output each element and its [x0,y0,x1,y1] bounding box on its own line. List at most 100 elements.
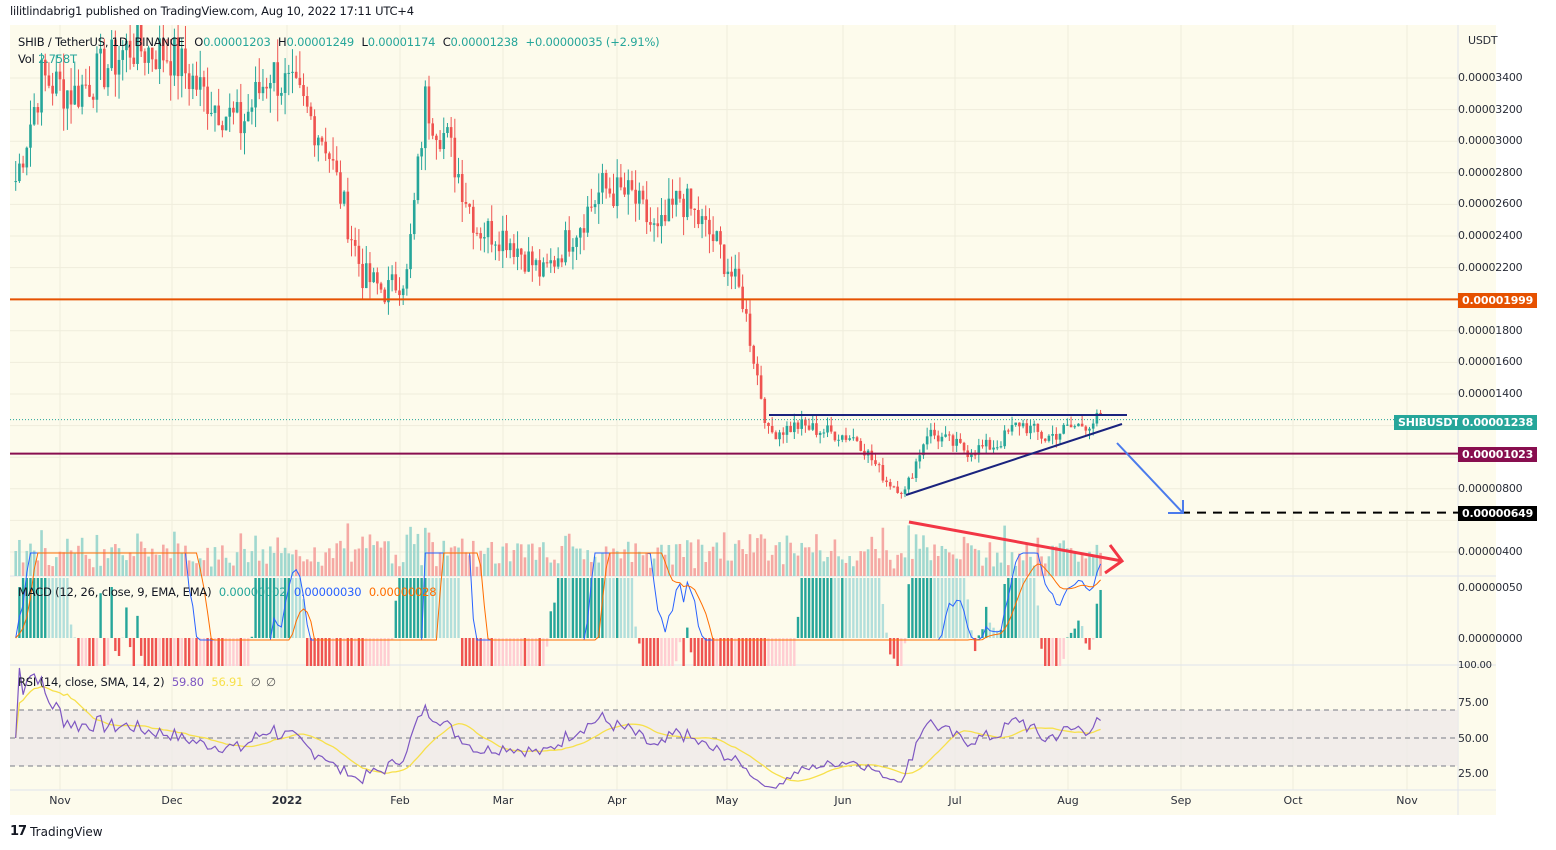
macd-histogram-bar [826,578,829,638]
volume-bar [848,556,851,576]
volume-bar [383,541,387,576]
volume-bar [232,565,235,576]
macd-histogram-bar [649,638,652,666]
volume-bar [1043,563,1047,576]
volume-bar [387,541,390,576]
candle-body [368,263,372,283]
volume-bar [615,551,619,576]
volume-bar [505,543,508,576]
macd-histogram-bar [44,578,47,638]
volume-bar [36,560,40,576]
candle-body [848,438,851,440]
candle-body [14,181,18,183]
volume-bar [475,566,479,576]
macd-histogram-bar [852,578,855,638]
volume-bar [578,548,582,576]
candle-body [1014,422,1018,425]
volume-bar [235,552,239,576]
macd-histogram-bar [734,638,737,666]
macd-histogram-bar [475,638,479,666]
candle-body [560,258,564,263]
candle-body [250,107,254,112]
macd-histogram-bar [99,593,102,638]
chart-canvas[interactable] [10,25,1496,815]
macd-histogram-bar [1077,620,1080,638]
volume-bar [649,567,652,576]
volume-bar [136,533,139,576]
macd-histogram-bar [95,638,99,666]
candle-body [1021,423,1025,427]
candle-body [435,135,438,141]
volume-bar [449,547,453,576]
candle-body [232,107,235,113]
macd-histogram-bar [394,600,397,638]
candle-body [438,140,442,150]
volume-bar [756,538,759,576]
candle-body [55,71,58,94]
volume-bar [722,532,726,576]
candle-body [379,283,383,290]
macd-histogram-bar [202,638,206,666]
volume-bar [674,544,678,576]
volume-bar [187,560,191,576]
candle-body [877,464,881,466]
candle-body [372,272,375,283]
candle-body [1010,424,1014,432]
macd-histogram-bar [21,578,25,638]
chart-frame[interactable]: SHIB / TetherUS, 1D, BINANCE O0.00001203… [10,25,1496,815]
candle-body [759,375,763,399]
macd-histogram-bar [468,638,471,666]
macd-histogram-bar [453,578,457,638]
candle-body [726,271,730,275]
blue-down-arrow [1116,442,1184,514]
candle-body [545,262,549,264]
macd-histogram-bar [951,578,955,638]
volume-bar [313,547,316,576]
macd-histogram-bar [966,599,969,638]
volume-bar [593,556,597,576]
volume-bar [523,557,527,576]
candle-body [84,84,88,86]
macd-histogram-bar [948,578,951,638]
volume-bar [888,559,892,576]
macd-histogram-bar [69,624,73,638]
candle-body [58,71,62,80]
volume-bar [933,544,936,576]
candle-body [852,437,855,439]
candle-body [682,198,685,218]
volume-bar [320,565,324,576]
macd-histogram-bar [346,638,350,666]
candle-body [416,156,420,201]
candle-body [51,85,54,94]
macd-histogram-bar [387,638,390,666]
change-value: +0.00000035 (+2.91%) [525,35,660,49]
volume-bar [793,553,796,576]
candle-body [464,202,468,204]
macd-histogram-bar [438,578,442,638]
candle-body [1091,423,1095,429]
volume-bar [936,555,940,576]
candle-body [730,271,733,277]
volume-bar [486,547,490,576]
volume-bar [483,553,486,576]
candle-body [652,223,656,225]
candle-body [885,480,888,483]
macd-histogram-bar [1021,578,1025,638]
candle-body [165,60,169,62]
volume-bar [173,531,176,576]
volume-bar [877,558,881,576]
macd-histogram-bar [973,638,977,652]
macd-axis-tick: 0.00000000 [1458,632,1523,645]
candle-body [125,40,128,51]
macd-histogram-bar [1014,578,1017,638]
macd-histogram-bar [73,637,76,638]
volume-bar [438,552,442,576]
candle-body [350,239,353,241]
volume-bar [752,552,756,576]
volume-bar [918,548,922,576]
candle-body [984,439,988,447]
candle-body [785,425,789,435]
macd-histogram-bar [1007,578,1010,638]
volume-bar [280,553,283,576]
macd-histogram-bar [103,638,106,666]
